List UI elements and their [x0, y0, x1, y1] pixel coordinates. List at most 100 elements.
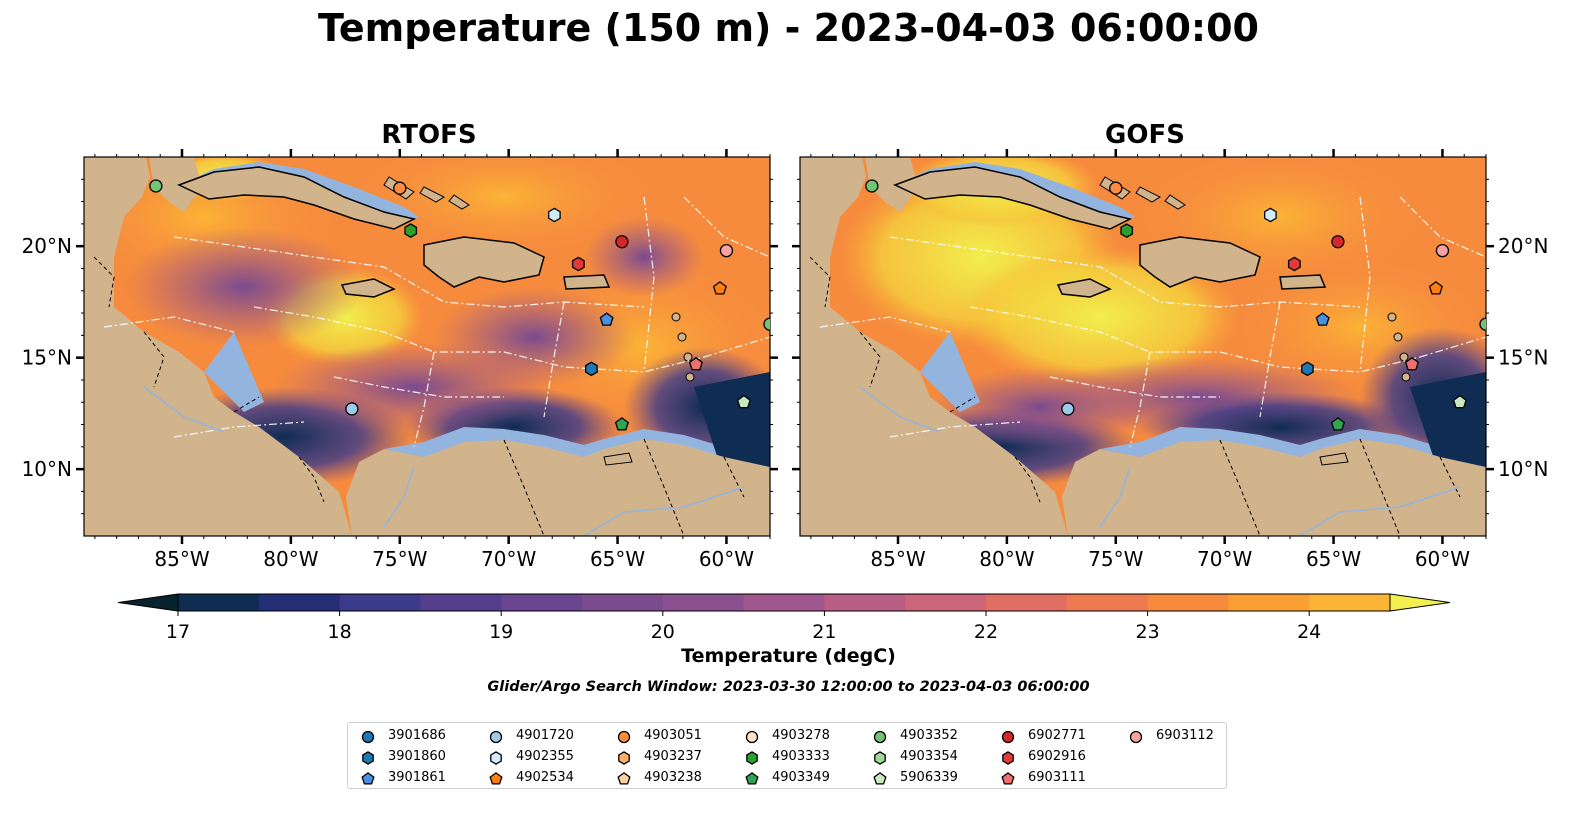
- float-marker-3901861: [599, 312, 614, 326]
- float-marker-6903112: [1435, 243, 1450, 258]
- lon-tick-label: 65°W: [1306, 547, 1361, 571]
- float-marker-4903352: [763, 317, 770, 331]
- colorbar-bin: [662, 594, 745, 611]
- colorbar-bin: [986, 594, 1068, 611]
- float-marker-4903352: [1479, 317, 1486, 331]
- panel-title-rtofs: RTOFS: [381, 120, 477, 150]
- colorbar-bin: [905, 594, 987, 611]
- colorbar-bin: [258, 594, 341, 611]
- float-marker-4903349: [1330, 417, 1345, 431]
- colorbar-tick-label: 17: [166, 621, 190, 643]
- legend-marker-icon: [489, 772, 503, 785]
- legend-marker-icon: [873, 730, 887, 744]
- lon-tick-label: 75°W: [1088, 547, 1143, 571]
- lon-tick-label: 80°W: [263, 547, 318, 571]
- float-legend: 3901686 3901860 3901861 4901720 4902355 49025…: [347, 722, 1227, 789]
- map-frame: [83, 156, 771, 537]
- search-window-caption: Glider/Argo Search Window: 2023-03-30 12…: [487, 679, 1090, 695]
- lat-tick-label: 15°N: [1498, 346, 1548, 370]
- colorbar-bin: [501, 594, 583, 611]
- colorbar-tick-label: 18: [328, 621, 352, 643]
- lon-tick-label: 60°W: [699, 547, 754, 571]
- float-marker-4901720: [1061, 402, 1075, 416]
- float-marker-4902534: [1428, 281, 1443, 295]
- legend-marker-icon: [617, 730, 631, 744]
- float-marker-6902771: [615, 235, 629, 249]
- legend-marker-icon: [489, 730, 503, 744]
- legend-label: 6903111: [1028, 770, 1086, 785]
- legend-label: 4903354: [900, 749, 958, 764]
- colorbar-extend-min: [117, 593, 179, 612]
- float-marker-6902916: [1287, 256, 1301, 272]
- lon-tick-label: 85°W: [154, 547, 209, 571]
- legend-label: 4903051: [644, 728, 702, 743]
- lat-tick-label: 10°N: [22, 457, 72, 481]
- lon-tick-label: 75°W: [372, 547, 427, 571]
- float-marker-3901861: [1315, 312, 1330, 326]
- legend-marker-icon: [874, 751, 886, 765]
- colorbar-label: Temperature (degC): [681, 645, 896, 667]
- legend-marker-icon: [745, 730, 759, 744]
- lon-tick-label: 60°W: [1415, 547, 1470, 571]
- lat-tick-label: 15°N: [22, 346, 72, 370]
- colorbar-bin: [1309, 594, 1391, 611]
- legend-label: 4903333: [772, 749, 830, 764]
- float-marker-4903051: [393, 181, 407, 195]
- legend-label: 4902534: [516, 770, 574, 785]
- float-marker-3901860: [585, 361, 598, 377]
- lon-tick-label: 70°W: [1197, 547, 1252, 571]
- colorbar-tick-label: 24: [1297, 621, 1321, 643]
- float-marker-6903112: [719, 243, 734, 258]
- legend-marker-icon: [1002, 751, 1014, 765]
- legend-marker-icon: [617, 772, 631, 785]
- legend-label: 4903238: [644, 770, 702, 785]
- legend-label: 5906339: [900, 770, 958, 785]
- colorbar-bin: [420, 594, 502, 611]
- float-marker-4903333: [1120, 223, 1134, 238]
- legend-label: 4902355: [516, 749, 574, 764]
- colorbar-tick-label: 21: [812, 621, 836, 643]
- legend-marker-icon: [745, 772, 759, 785]
- legend-marker-icon: [873, 772, 887, 785]
- legend-label: 3901686: [388, 728, 446, 743]
- legend-marker-icon: [361, 772, 375, 785]
- colorbar-bin: [339, 594, 421, 611]
- colorbar-bin: [1147, 594, 1229, 611]
- map-panel-gofs: [799, 156, 1487, 537]
- legend-label: 4903278: [772, 728, 830, 743]
- legend-marker-icon: [618, 751, 630, 765]
- legend-marker-icon: [490, 751, 502, 765]
- legend-label: 4903352: [900, 728, 958, 743]
- colorbar-tick-label: 22: [974, 621, 998, 643]
- float-marker-4901720: [345, 402, 359, 416]
- colorbar-tick-label: 19: [489, 621, 513, 643]
- colorbar-bin: [1066, 594, 1149, 611]
- lon-tick-label: 70°W: [481, 547, 536, 571]
- legend-label: 6902916: [1028, 749, 1086, 764]
- float-marker-4903352: [865, 179, 879, 193]
- legend-marker-icon: [1001, 772, 1015, 785]
- colorbar-bin: [582, 594, 664, 611]
- float-marker-6902771: [1331, 235, 1345, 249]
- lat-tick-label: 20°N: [22, 234, 72, 258]
- colorbar-bin: [743, 594, 825, 611]
- lon-tick-label: 80°W: [979, 547, 1034, 571]
- float-marker-5906339: [736, 394, 751, 409]
- legend-label: 3901861: [388, 770, 446, 785]
- float-marker-6902916: [571, 256, 585, 272]
- colorbar-extend-max: [1389, 593, 1451, 612]
- float-marker-4903333: [404, 223, 418, 238]
- legend-marker-icon: [361, 730, 375, 744]
- float-marker-4903051: [1109, 181, 1123, 195]
- float-marker-4903352: [149, 179, 163, 193]
- colorbar-tick-label: 20: [651, 621, 675, 643]
- lat-tick-label: 20°N: [1498, 234, 1548, 258]
- float-marker-4903349: [614, 417, 629, 431]
- legend-marker-icon: [362, 751, 374, 765]
- legend-label: 3901860: [388, 749, 446, 764]
- float-marker-6903111: [688, 356, 703, 371]
- lat-tick-label: 10°N: [1498, 457, 1548, 481]
- float-marker-4902534: [712, 281, 727, 295]
- lon-tick-label: 85°W: [870, 547, 925, 571]
